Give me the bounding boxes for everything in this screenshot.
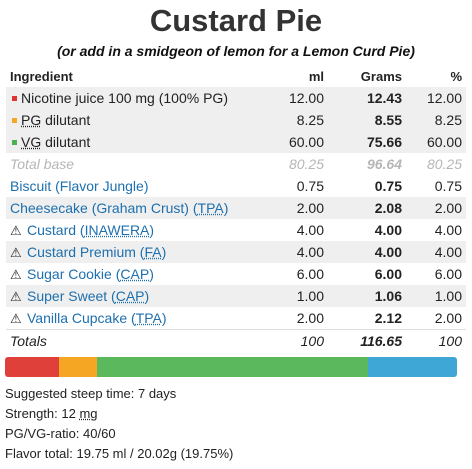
steep-time: Suggested steep time: 7 days [5,386,177,401]
ml-value: 2.00 [296,310,324,326]
ml-value: 4.00 [296,222,324,238]
bar-segment-vg [96,357,368,377]
ml-value: 8.25 [268,109,328,131]
pg-abbr[interactable]: PG [21,112,42,128]
grams-value: 1.06 [328,285,406,307]
strength-unit[interactable]: mg [79,406,98,421]
vg-abbr[interactable]: VG [21,134,42,150]
ingredient-table: Ingredient ml Grams % Nicotine juice 100… [6,65,466,352]
flavor-link[interactable]: Custard ( [27,221,85,238]
pg-vg-ratio: PG/VG-ratio: 40/60 [5,426,116,441]
pct-value: 100 [406,329,466,352]
bar-segment-nicotine [5,357,60,377]
table-header-row: Ingredient ml Grams % [6,65,466,87]
recipe-title: Custard Pie [149,3,323,38]
flavor-link[interactable]: Custard Premium ( [27,243,145,260]
pct-value: 4.00 [406,241,466,263]
grams-value: 8.55 [328,109,406,131]
flavor-link[interactable]: Cheesecake (Graham Crust) ( [10,200,198,216]
recipe-info: Suggested steep time: 7 days Strength: 1… [5,384,233,464]
totals-row: Totals 100 116.65 100 [6,329,466,352]
pct-value: 2.00 [406,197,466,219]
ml-value: 60.00 [268,131,328,153]
base-row-vg: VG dilutant 60.00 75.66 60.00 [6,131,466,153]
grams-value: 6.00 [374,266,402,282]
grams-value: 4.00 [328,241,406,263]
flavor-row: Biscuit (Flavor Jungle) 0.75 0.75 0.75 [6,175,466,197]
flavor-link[interactable]: Sugar Cookie ( [27,265,121,282]
strength-label: Strength: 12 [5,406,80,421]
flavor-row: ⚠ Custard (INAWERA) 4.00 4.00 4.00 [6,219,466,241]
bar-segment-flavor [367,357,457,377]
vendor-abbr[interactable]: TPA [135,309,162,326]
grams-value: 75.66 [328,131,406,153]
header-ingredient: Ingredient [10,68,73,84]
warning-icon[interactable]: ⚠ [10,244,22,260]
header-ml: ml [308,68,324,84]
pct-value: 4.00 [434,222,462,238]
flavor-row: ⚠ Sugar Cookie (CAP) 6.00 6.00 6.00 [6,263,466,285]
total-base-label: Total base [10,156,75,172]
ingredient-label: Nicotine juice 100 mg (100% PG) [21,90,228,106]
totals-label: Totals [6,329,268,352]
vendor-abbr[interactable]: FA [144,243,162,260]
warning-icon[interactable]: ⚠ [10,266,22,282]
header-grams: Grams [360,68,402,84]
vg-color-square [12,139,17,145]
vendor-abbr[interactable]: CAP [115,287,145,304]
ml-value: 80.25 [288,156,324,172]
ml-value: 2.00 [268,197,328,219]
pct-value: 80.25 [426,156,462,172]
flavor-total: Flavor total: 19.75 ml / 20.02g (19.75%) [5,446,234,461]
grams-value: 4.00 [374,222,402,238]
ingredient-label: dilutant [41,112,91,128]
pct-value: 60.00 [406,131,466,153]
flavor-row: Cheesecake (Graham Crust) (TPA) 2.00 2.08 2… [6,197,466,219]
vendor-abbr[interactable]: CAP [120,265,150,282]
ml-value: 0.75 [296,178,324,194]
grams-value: 2.12 [374,310,402,326]
ml-value: 12.00 [268,87,328,109]
ml-value: 4.00 [268,241,328,263]
base-row-nicotine: Nicotine juice 100 mg (100% PG) 12.00 12… [6,87,466,109]
flavor-link[interactable]: Biscuit (Flavor Jungle) [10,178,149,194]
grams-value: 0.75 [374,178,402,194]
recipe-subtitle: (or add in a smidgeon of lemon for a Lem… [57,43,415,59]
pct-value: 8.25 [406,109,466,131]
vendor-abbr[interactable]: TPA [197,200,224,216]
grams-value: 12.43 [328,87,406,109]
base-row-pg: PG dilutant 8.25 8.55 8.25 [6,109,466,131]
strength: Strength: 12 mg [5,404,233,424]
flavor-row: ⚠ Custard Premium (FA) 4.00 4.00 4.00 [6,241,466,263]
nicotine-color-square [12,95,17,101]
pct-value: 1.00 [406,285,466,307]
pg-color-square [12,117,17,123]
warning-icon[interactable]: ⚠ [10,222,22,238]
pct-value: 12.00 [406,87,466,109]
pct-value: 0.75 [434,178,462,194]
vendor-abbr[interactable]: INAWERA [84,221,150,238]
warning-icon[interactable]: ⚠ [10,310,22,326]
bar-segment-pg [59,357,97,377]
composition-bar [5,357,457,377]
ingredient-label: dilutant [41,134,91,150]
grams-value: 116.65 [328,329,406,352]
flavor-row: ⚠ Super Sweet (CAP) 1.00 1.06 1.00 [6,285,466,307]
ml-value: 100 [268,329,328,352]
flavor-link[interactable]: Super Sweet ( [27,287,116,304]
flavor-link[interactable]: Vanilla Cupcake ( [27,309,136,326]
ml-value: 1.00 [268,285,328,307]
total-base-row: Total base 80.25 96.64 80.25 [6,153,466,175]
header-pct: % [450,68,462,84]
ml-value: 6.00 [296,266,324,282]
pct-value: 6.00 [434,266,462,282]
flavor-row: ⚠ Vanilla Cupcake (TPA) 2.00 2.12 2.00 [6,307,466,330]
pct-value: 2.00 [434,310,462,326]
grams-value: 96.64 [366,156,402,172]
grams-value: 2.08 [328,197,406,219]
warning-icon[interactable]: ⚠ [10,288,22,304]
